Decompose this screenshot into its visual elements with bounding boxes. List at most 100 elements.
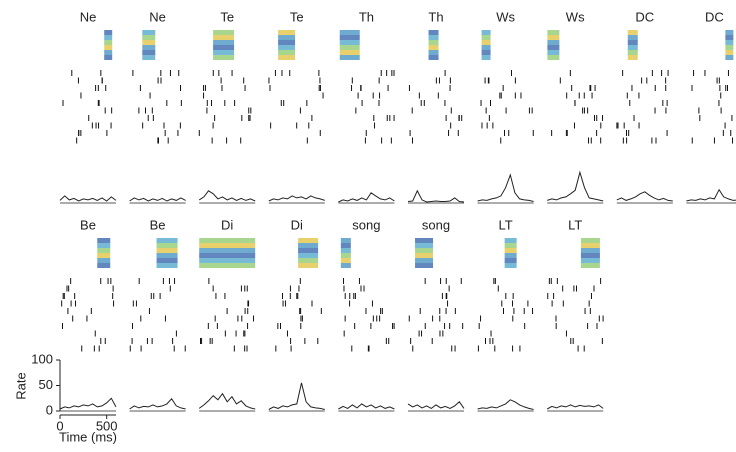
panel-title: DC	[705, 9, 724, 24]
panel-title: Ne	[80, 9, 97, 24]
spectrogram-band	[157, 248, 178, 253]
panel: song	[408, 217, 464, 411]
spectrogram-band	[628, 30, 638, 35]
spectrogram-band	[547, 35, 559, 40]
psth-line	[338, 193, 394, 202]
psth-line	[269, 383, 325, 410]
panel: Ws	[478, 9, 534, 203]
spectrogram-band	[482, 45, 491, 50]
spectrogram-band	[341, 253, 351, 258]
panel: Th	[338, 9, 394, 203]
panel: LT	[478, 217, 534, 411]
spectrogram-band	[97, 243, 110, 248]
x-tick-label: 500	[96, 418, 118, 433]
spectrogram-band	[415, 243, 433, 248]
spectrogram-band	[298, 263, 318, 268]
spectrogram-band	[298, 248, 318, 253]
spectrogram-band	[505, 253, 517, 258]
spectrogram-band	[213, 40, 234, 45]
spectrogram-band	[97, 253, 110, 258]
spectrogram-band	[157, 243, 178, 248]
panel-title: Ne	[149, 9, 166, 24]
y-axis-label: Rate	[13, 372, 28, 399]
spectrogram-band	[104, 35, 112, 40]
spectrogram-band	[725, 30, 733, 35]
spectrogram-band	[213, 45, 234, 50]
psth-line	[130, 399, 186, 409]
spectrogram-band	[157, 253, 178, 258]
panel-title: Be	[150, 217, 166, 232]
y-tick-label: 100	[31, 351, 53, 366]
spectrogram-band	[142, 55, 155, 60]
panel-title: Ws	[566, 9, 585, 24]
spectrogram-band	[104, 40, 112, 45]
panel: Th	[408, 9, 464, 203]
spectrogram-band	[547, 50, 559, 55]
spectrogram-band	[725, 55, 733, 60]
spectrogram-band	[97, 248, 110, 253]
spectrogram-band	[199, 263, 255, 268]
spectrogram-band	[341, 263, 351, 268]
panel: Di	[269, 217, 325, 411]
spectrogram-band	[415, 253, 433, 258]
panel: Ne	[60, 9, 116, 203]
spectrogram-band	[104, 45, 112, 50]
panel-title: Be	[80, 217, 96, 232]
figure: Rate Time (ms) NeNeTeTeThThWsWsDCDCBe050…	[0, 0, 736, 452]
spectrogram-band	[581, 263, 600, 268]
panel-title: Di	[221, 217, 233, 232]
spectrogram-band	[278, 50, 295, 55]
panel-title: Th	[428, 9, 443, 24]
spectrogram-band	[628, 40, 638, 45]
psth-line	[130, 198, 186, 201]
panel: Ne	[130, 9, 186, 203]
psth-line	[338, 404, 394, 409]
panel-title: Te	[220, 9, 234, 24]
spectrogram-band	[278, 55, 295, 60]
spectrogram-band	[505, 263, 517, 268]
panel-title: Th	[359, 9, 374, 24]
psth-line	[408, 191, 464, 202]
spectrogram-band	[278, 30, 295, 35]
spectrogram-band	[482, 40, 491, 45]
panel: LT	[547, 217, 603, 411]
spectrogram-band	[340, 55, 360, 60]
spectrogram-band	[213, 35, 234, 40]
spectrogram-band	[505, 258, 517, 263]
spectrogram-band	[298, 253, 318, 258]
psth-line	[408, 402, 464, 409]
panel-title: song	[352, 217, 380, 232]
spectrogram-band	[278, 40, 295, 45]
panel: Di	[199, 217, 255, 411]
spectrogram-band	[581, 243, 600, 248]
panel: Te	[269, 9, 325, 203]
spectrogram-band	[505, 243, 517, 248]
x-tick-label: 0	[56, 418, 63, 433]
spectrogram-band	[415, 258, 433, 263]
spectrogram-band	[341, 238, 351, 243]
spectrogram-band	[482, 50, 491, 55]
spectrogram-band	[581, 253, 600, 258]
spectrogram-band	[340, 50, 360, 55]
spectrogram-band	[157, 238, 178, 243]
psth-line	[60, 398, 116, 409]
spectrogram-band	[340, 40, 360, 45]
panel: Ws	[547, 9, 603, 203]
spectrogram-band	[142, 45, 155, 50]
spectrogram-band	[199, 238, 255, 243]
spectrogram-band	[298, 258, 318, 263]
spectrogram-band	[505, 238, 517, 243]
panel: DC	[686, 9, 736, 203]
panel-title: LT	[498, 217, 512, 232]
y-tick-label: 50	[39, 377, 53, 392]
spectrogram-band	[725, 40, 733, 45]
spectrogram-band	[429, 45, 439, 50]
spectrogram-band	[547, 30, 559, 35]
spectrogram-band	[340, 35, 360, 40]
spectrogram-band	[97, 238, 110, 243]
spectrogram-band	[628, 35, 638, 40]
spectrogram-band	[97, 258, 110, 263]
spectrogram-band	[581, 238, 600, 243]
spectrogram-band	[298, 238, 318, 243]
spectrogram-band	[725, 50, 733, 55]
